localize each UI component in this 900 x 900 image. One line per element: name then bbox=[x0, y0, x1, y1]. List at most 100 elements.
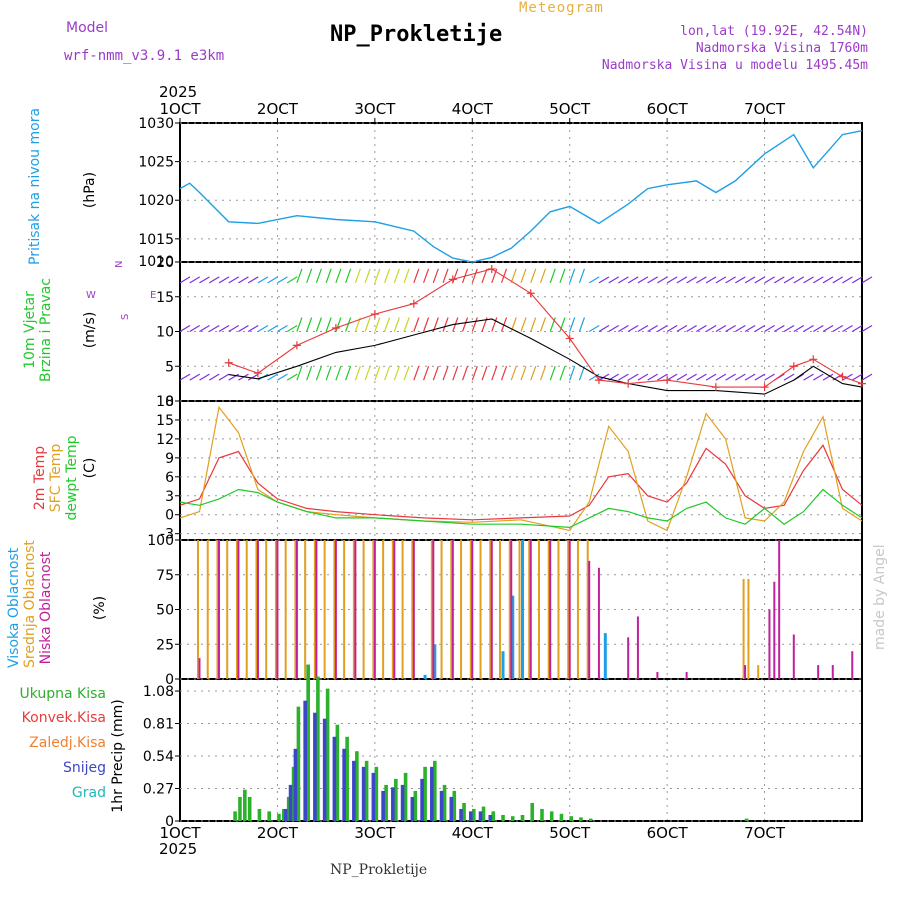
y-tick-label: 18 bbox=[156, 394, 174, 410]
snow-bar bbox=[381, 790, 385, 821]
snow-bar bbox=[410, 796, 415, 821]
total-precip-bar bbox=[569, 816, 574, 821]
total-precip-bar bbox=[491, 811, 496, 821]
low-cloud-bar bbox=[490, 540, 493, 679]
wind-barb bbox=[393, 268, 400, 284]
wind-barb bbox=[423, 365, 430, 381]
wind-barb bbox=[627, 324, 639, 333]
wind-barb bbox=[783, 373, 795, 381]
x-tick-bottom: 3OCT bbox=[354, 824, 396, 842]
snow-bar bbox=[361, 766, 366, 821]
x-tick-top: 4OCT bbox=[452, 100, 494, 118]
gust-marker bbox=[331, 324, 340, 333]
wind-barb bbox=[520, 317, 527, 332]
y-tick-label-partial: 1010 bbox=[138, 254, 174, 270]
wind-barb bbox=[715, 324, 727, 333]
total-precip-bar bbox=[335, 724, 340, 821]
gust-marker bbox=[526, 289, 535, 298]
wind-speed-line bbox=[228, 318, 863, 395]
total-precip-bar bbox=[471, 808, 476, 821]
y-tick-label: 10 bbox=[156, 325, 174, 341]
wind-barb bbox=[598, 276, 610, 284]
x-tick-top: 7OCT bbox=[744, 100, 786, 118]
total-precip-bar bbox=[291, 766, 296, 821]
wind-barb bbox=[208, 373, 220, 381]
wind-barb bbox=[686, 373, 697, 381]
gust-marker bbox=[487, 264, 496, 273]
gust-marker bbox=[292, 341, 301, 350]
total-precip-bar bbox=[452, 790, 457, 821]
gust-marker bbox=[809, 355, 818, 364]
gust-marker bbox=[711, 383, 720, 392]
dewpt-line bbox=[179, 488, 863, 529]
mid-cloud-bar bbox=[537, 540, 540, 679]
total-precip-bar bbox=[306, 664, 310, 821]
wind-barb bbox=[696, 276, 707, 284]
wind-barb bbox=[803, 276, 814, 284]
mid-cloud-bar bbox=[284, 540, 287, 679]
wind-barb bbox=[774, 276, 785, 284]
low-cloud-bar bbox=[393, 540, 396, 679]
wind-barb bbox=[228, 324, 240, 333]
wind-barb bbox=[618, 373, 629, 381]
y-tick-label: 0 bbox=[165, 394, 174, 410]
total-precip-bar bbox=[433, 760, 437, 821]
wind-barb bbox=[774, 324, 785, 333]
gust-marker bbox=[370, 310, 379, 319]
low-cloud-bar bbox=[510, 540, 513, 679]
wind-barb bbox=[569, 268, 576, 284]
mid-cloud-bar bbox=[411, 540, 414, 679]
wind-barb bbox=[286, 324, 298, 333]
y-tick-label: 1025 bbox=[138, 155, 174, 171]
low-cloud-bars bbox=[198, 540, 854, 679]
wind-barb bbox=[325, 365, 332, 381]
mid-cloud-bar bbox=[343, 540, 346, 679]
wind-barb bbox=[549, 317, 556, 332]
wind-barb bbox=[578, 317, 586, 332]
wind-barb bbox=[364, 268, 371, 284]
high-cloud-bar bbox=[501, 651, 505, 679]
model-label: Model bbox=[66, 20, 109, 36]
wind-barb bbox=[754, 276, 766, 284]
total-precip-bar bbox=[530, 802, 535, 821]
wind-barb bbox=[228, 276, 240, 284]
wind-barb bbox=[267, 373, 278, 381]
snow-bar bbox=[420, 778, 424, 821]
wind-barb bbox=[832, 324, 844, 333]
wind-barb bbox=[296, 365, 303, 381]
x-tick-top: 3OCT bbox=[354, 100, 396, 118]
wind-barb bbox=[812, 324, 824, 333]
mid-cloud-bar bbox=[508, 540, 511, 679]
wind-barb bbox=[471, 268, 478, 284]
altitude-label: Nadmorska Visina 1760m bbox=[695, 41, 868, 56]
wind-barb bbox=[803, 324, 814, 333]
total-precip-bar bbox=[442, 784, 447, 821]
wind-barb bbox=[539, 268, 547, 284]
x-tick-bottom: 1OCT bbox=[160, 824, 202, 842]
gust-marker bbox=[663, 376, 672, 385]
wind-barb bbox=[705, 276, 717, 284]
gust-marker bbox=[594, 376, 603, 385]
wind-barb bbox=[812, 373, 824, 381]
snow-bar bbox=[488, 814, 493, 821]
wind-barb bbox=[413, 268, 420, 284]
wind-barb bbox=[442, 317, 449, 332]
total-precip-bar bbox=[510, 816, 515, 821]
y-tick-label: 100 bbox=[147, 533, 174, 549]
wind-barb bbox=[764, 373, 775, 381]
low-cloud-bar bbox=[412, 540, 415, 679]
low-cloud-bar bbox=[773, 581, 776, 679]
mid-cloud-bar bbox=[313, 540, 316, 679]
high-cloud-bar bbox=[423, 674, 427, 679]
wind-barb bbox=[520, 365, 527, 381]
wind-barb bbox=[861, 276, 873, 284]
wind-barb bbox=[783, 276, 795, 284]
wind-barb bbox=[491, 317, 498, 332]
wind-barb bbox=[851, 276, 863, 284]
model-altitude-label: Nadmorska Visina u modelu 1495.45m bbox=[601, 58, 868, 73]
mid-cloud-bar bbox=[469, 540, 472, 679]
wind-barb bbox=[618, 276, 629, 284]
wind-barb bbox=[179, 324, 191, 333]
gust-marker bbox=[253, 369, 262, 378]
wind-barb bbox=[735, 324, 746, 333]
